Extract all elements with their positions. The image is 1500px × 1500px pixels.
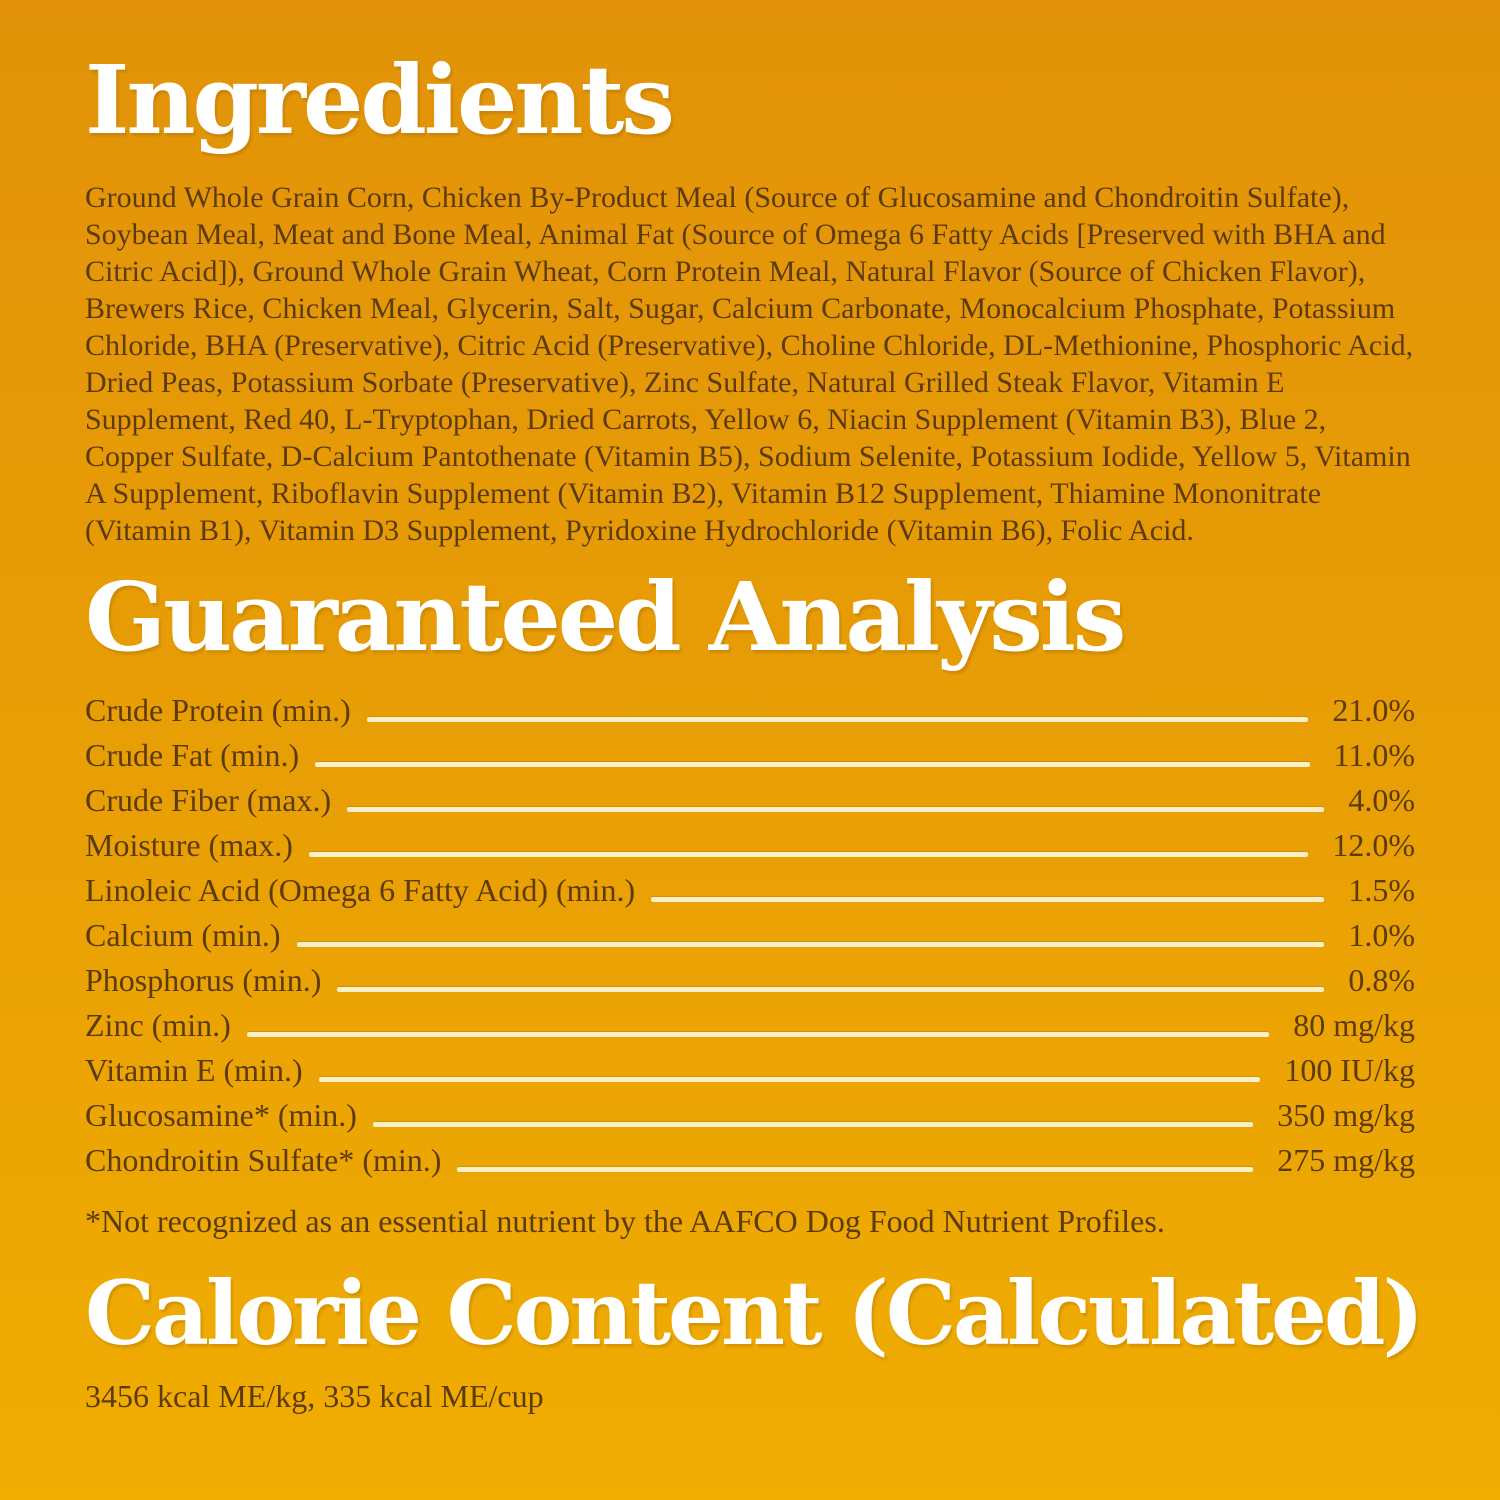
- calorie-content-heading: Calorie Content (Calculated): [85, 1261, 1424, 1366]
- analysis-row-value: 11.0%: [1333, 737, 1415, 774]
- analysis-row-value: 1.0%: [1348, 917, 1415, 954]
- analysis-row: Chondroitin Sulfate* (min.) 275 mg/kg: [85, 1133, 1415, 1178]
- leader-line: [366, 717, 1309, 723]
- leader-line: [337, 987, 1325, 993]
- leader-line: [372, 1122, 1254, 1128]
- leader-line: [296, 942, 1325, 948]
- analysis-row-value: 4.0%: [1348, 782, 1415, 819]
- analysis-row-label: Calcium (min.): [85, 917, 281, 954]
- analysis-row-label: Glucosamine* (min.): [85, 1097, 357, 1134]
- guaranteed-analysis-heading: Guaranteed Analysis: [85, 561, 1126, 673]
- leader-line: [651, 897, 1325, 903]
- guaranteed-analysis-table: Crude Protein (min.) 21.0% Crude Fat (mi…: [85, 683, 1415, 1178]
- leader-line: [246, 1032, 1270, 1038]
- analysis-row-label: Crude Fat (min.): [85, 737, 300, 774]
- analysis-row: Linoleic Acid (Omega 6 Fatty Acid) (min.…: [85, 863, 1415, 908]
- analysis-row-value: 100 IU/kg: [1284, 1052, 1415, 1089]
- leader-line: [315, 762, 1310, 768]
- analysis-row: Moisture (max.) 12.0%: [85, 818, 1415, 863]
- analysis-row: Zinc (min.) 80 mg/kg: [85, 998, 1415, 1043]
- aafco-footnote: *Not recognized as an essential nutrient…: [85, 1203, 1165, 1240]
- analysis-row-value: 21.0%: [1332, 692, 1415, 729]
- analysis-row-value: 1.5%: [1348, 872, 1415, 909]
- calorie-values: 3456 kcal ME/kg, 335 kcal ME/cup: [85, 1378, 544, 1415]
- analysis-row: Calcium (min.) 1.0%: [85, 908, 1415, 953]
- analysis-row-label: Chondroitin Sulfate* (min.): [85, 1142, 442, 1179]
- analysis-row-label: Crude Protein (min.): [85, 692, 351, 729]
- analysis-row-label: Vitamin E (min.): [85, 1052, 303, 1089]
- analysis-row-value: 12.0%: [1332, 827, 1415, 864]
- ingredients-heading: Ingredients: [85, 45, 675, 156]
- analysis-row: Crude Protein (min.) 21.0%: [85, 683, 1415, 728]
- leader-line: [318, 1077, 1261, 1083]
- analysis-row-label: Phosphorus (min.): [85, 962, 322, 999]
- analysis-row: Crude Fat (min.) 11.0%: [85, 728, 1415, 773]
- analysis-row-value: 275 mg/kg: [1277, 1142, 1415, 1179]
- analysis-row: Crude Fiber (max.) 4.0%: [85, 773, 1415, 818]
- analysis-row-value: 0.8%: [1348, 962, 1415, 999]
- analysis-row-value: 80 mg/kg: [1293, 1007, 1415, 1044]
- analysis-row-label: Moisture (max.): [85, 827, 293, 864]
- leader-line: [308, 852, 1309, 858]
- analysis-row-value: 350 mg/kg: [1277, 1097, 1415, 1134]
- analysis-row: Vitamin E (min.) 100 IU/kg: [85, 1043, 1415, 1088]
- leader-line: [347, 807, 1325, 813]
- analysis-row-label: Crude Fiber (max.): [85, 782, 332, 819]
- analysis-row-label: Linoleic Acid (Omega 6 Fatty Acid) (min.…: [85, 872, 636, 909]
- analysis-row: Glucosamine* (min.) 350 mg/kg: [85, 1088, 1415, 1133]
- leader-line: [457, 1167, 1254, 1173]
- analysis-row-label: Zinc (min.): [85, 1007, 231, 1044]
- analysis-row: Phosphorus (min.) 0.8%: [85, 953, 1415, 998]
- ingredients-list: Ground Whole Grain Corn, Chicken By-Prod…: [85, 180, 1414, 547]
